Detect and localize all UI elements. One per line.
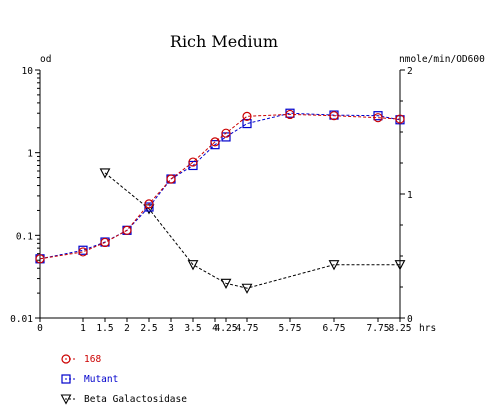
x-tick-label: 4 (212, 323, 218, 334)
data-point (220, 278, 232, 289)
x-tick-label: 7.75 (367, 323, 390, 334)
left-axis-unit: od (40, 54, 51, 65)
x-tick-label: 5.75 (279, 323, 302, 334)
right-axis-unit: nmole/min/OD600 (399, 54, 485, 65)
x-tick-label: 1.5 (96, 323, 113, 334)
data-point (122, 225, 132, 235)
data-point (395, 114, 405, 124)
axes: 0 1 1.5 2 2.5 3 3.5 44.254.75 5.75 6.75 7.75 8.2510… (10, 66, 413, 334)
data-point (394, 260, 406, 271)
x-tick-label: 1 (80, 323, 86, 334)
y-left-tick-label: 0.1 (16, 231, 33, 242)
series-line (39, 112, 401, 260)
legend-marker (61, 374, 71, 384)
x-tick-label: 2.5 (140, 323, 157, 334)
legend-item: Beta Galactosidase (60, 394, 187, 405)
data-point (100, 237, 110, 248)
chart-title: Rich Medium (170, 32, 278, 51)
data-point (242, 111, 252, 121)
y-left-tick-label: 10 (22, 66, 34, 77)
data-point (285, 109, 295, 120)
data-point (144, 202, 154, 212)
data-point (242, 118, 252, 129)
y-left-tick-label: 0.01 (10, 314, 33, 325)
legend-marker (61, 354, 71, 364)
y-right-tick-label: 0 (407, 314, 413, 325)
data-point (188, 157, 198, 167)
series-line (39, 113, 401, 260)
x-tick-label: 6.75 (323, 323, 346, 334)
x-tick-label: 4.25 (215, 323, 238, 334)
data-point (221, 128, 231, 138)
legend-item: 168 (61, 354, 101, 365)
legend-label: 168 (84, 354, 101, 365)
data-point (166, 174, 176, 184)
y-right-tick-label: 1 (407, 190, 413, 201)
data-point (328, 260, 340, 271)
x-tick-label: 3 (168, 323, 174, 334)
legend: 168 Mutant Beta Galactosidase (60, 354, 187, 405)
legend-item: Mutant (61, 374, 118, 385)
series-168 (35, 109, 405, 264)
data-point (99, 168, 111, 179)
data-point (187, 260, 199, 271)
x-tick-label: 2 (124, 323, 130, 334)
data-point (373, 113, 383, 123)
data-point (329, 111, 339, 121)
x-axis-unit: hrs (419, 323, 436, 334)
legend-label: Beta Galactosidase (84, 394, 187, 405)
x-tick-label: 8.25 (389, 323, 412, 334)
data-point (241, 283, 253, 294)
data-point (210, 137, 220, 147)
x-tick-label: 3.5 (184, 323, 201, 334)
series-beta-galactosidase (99, 168, 406, 294)
data-point (78, 247, 88, 257)
data-point (210, 140, 220, 150)
y-left-tick-label: 1 (27, 149, 33, 160)
legend-label: Mutant (84, 374, 118, 385)
x-tick-label: 0 (37, 323, 43, 334)
series-mutant (35, 108, 405, 264)
y-right-tick-label: 2 (407, 66, 413, 77)
series-layer (35, 108, 406, 294)
x-tick-label: 4.75 (236, 323, 259, 334)
data-point (144, 199, 154, 209)
data-point (35, 254, 45, 264)
series-line (104, 172, 400, 289)
legend-marker (60, 394, 72, 405)
